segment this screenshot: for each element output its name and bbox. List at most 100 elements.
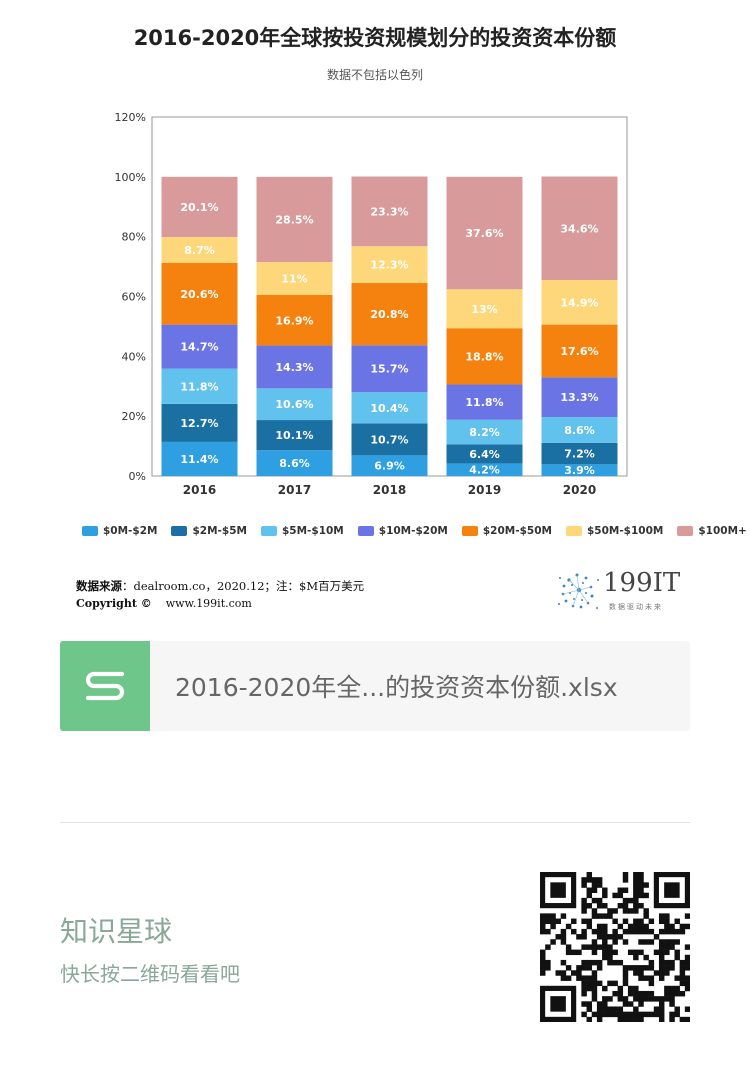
data-label: 4.2% [469, 464, 500, 477]
x-tick-label: 2016 [183, 483, 216, 497]
data-label: 34.6% [560, 222, 598, 235]
qr-code-icon[interactable] [540, 872, 690, 1022]
data-label: 11.8% [465, 396, 503, 409]
logo-text: 199IT [603, 568, 681, 598]
bar-segment [161, 368, 238, 404]
legend-swatch [82, 526, 98, 536]
brand-logo: 199IT 数据驱动未来 [555, 566, 690, 616]
data-label: 10.6% [275, 398, 313, 411]
promo-subtitle: 快长按二维码看看吧 [60, 962, 240, 986]
legend-item: $2M-$5M [171, 525, 247, 537]
data-label: 13.3% [560, 391, 598, 404]
legend-item: $20M-$50M [461, 525, 552, 537]
legend-swatch [677, 526, 694, 536]
legend-item: $100M+ [677, 525, 747, 537]
legend-swatch [260, 526, 277, 536]
x-tick-label: 2020 [563, 483, 596, 497]
data-label: 8.2% [469, 426, 500, 439]
bar-segment [256, 176, 333, 263]
bar-segment [161, 262, 238, 325]
bar-segment [541, 464, 618, 476]
logo-tagline: 数据驱动未来 [609, 603, 663, 611]
bar-segment [256, 345, 333, 389]
legend-swatch [357, 526, 374, 536]
legend-label: $2M-$5M [192, 525, 247, 537]
data-label: 20.8% [370, 308, 408, 321]
data-label: 28.5% [275, 213, 313, 226]
legend-label: $5M-$10M [281, 525, 344, 537]
promo-title: 知识星球 [60, 915, 173, 948]
bar-segment [351, 283, 428, 346]
legend-label: $10M-$20M [378, 525, 448, 537]
y-tick-label: 100% [115, 171, 146, 184]
bar-segment [446, 384, 523, 420]
legend-label: $0M-$2M [103, 525, 158, 537]
chart-legend: $0M-$2M $2M-$5M $5M-$10M $10M-$20M $20M-$50M… [82, 523, 747, 539]
bar-segment [446, 444, 523, 464]
data-label: 8.7% [184, 244, 215, 257]
stacked-bar-chart: 0% 20% 40% 60% 80% 100% 120% 11.4% 12.7% 11.8% 14.… [115, 111, 628, 497]
file-name[interactable]: 2016-2020年全...的投资资本份额.xlsx [175, 673, 618, 702]
x-tick-label: 2019 [468, 483, 501, 497]
data-label: 13% [471, 303, 497, 316]
x-tick-label: 2017 [278, 483, 311, 497]
legend-label: $100M+ [698, 525, 747, 537]
bar-segment [256, 420, 333, 451]
data-label: 18.8% [465, 350, 503, 363]
data-label: 17.6% [560, 345, 598, 358]
data-label: 8.6% [564, 424, 595, 437]
legend-swatch [565, 526, 582, 536]
bar-segment [541, 280, 618, 325]
bar-segment [161, 441, 238, 476]
bar-segment [161, 324, 238, 369]
x-tick-label: 2018 [373, 483, 406, 497]
bar-segment [256, 450, 333, 476]
bar-segment [541, 417, 618, 443]
data-label: 7.2% [564, 448, 595, 461]
bar-segment [446, 289, 523, 329]
bar-segment [256, 262, 333, 296]
data-label: 14.3% [275, 361, 313, 374]
data-label: 15.7% [370, 363, 408, 376]
bar-segment [446, 328, 523, 385]
data-label: 14.9% [560, 296, 598, 309]
bar-segment [541, 377, 618, 418]
spreadsheet-s-icon [60, 641, 150, 731]
y-tick-label: 0% [129, 470, 146, 483]
copyright-note: Copyright © www.199it.com [76, 597, 252, 610]
source-text: ：dealroom.co，2020.12；注：$M百万美元 [122, 579, 365, 593]
bar-segment [256, 388, 333, 421]
bar-segment [351, 176, 428, 247]
legend-swatch [461, 526, 478, 536]
data-label: 11.8% [180, 380, 218, 393]
legend-label: $50M-$100M [586, 525, 664, 537]
legend-item: $50M-$100M [565, 525, 664, 537]
source-note: 数据来源：dealroom.co，2020.12；注：$M百万美元 [76, 578, 364, 594]
legend-item: $5M-$10M [260, 525, 344, 537]
legend-item: $10M-$20M [357, 525, 448, 537]
legend-swatch [171, 526, 188, 536]
bar-segment [351, 345, 428, 393]
bar-segment [351, 455, 428, 476]
source-label: 数据来源 [76, 579, 122, 593]
bar-segment [351, 392, 428, 424]
data-label: 6.9% [374, 460, 405, 473]
data-label: 8.6% [279, 457, 310, 470]
data-label: 16.9% [275, 314, 313, 327]
data-label: 20.1% [180, 201, 218, 214]
y-tick-label: 60% [122, 291, 146, 304]
data-label: 37.6% [465, 227, 503, 240]
dandelion-logo-icon [558, 573, 599, 609]
y-tick-label: 80% [122, 231, 146, 244]
bar-segment [351, 246, 428, 284]
data-label: 10.4% [370, 402, 408, 415]
y-tick-label: 40% [122, 350, 146, 363]
data-label: 11% [281, 273, 307, 286]
section-divider [60, 822, 690, 823]
data-label: 12.7% [180, 417, 218, 430]
data-label: 11.4% [180, 453, 218, 466]
data-label: 3.9% [564, 464, 595, 477]
bar-segment [541, 324, 618, 378]
file-attachment-card[interactable]: 2016-2020年全...的投资资本份额.xlsx [60, 641, 690, 731]
copyright-url: www.199it.com [165, 597, 252, 610]
